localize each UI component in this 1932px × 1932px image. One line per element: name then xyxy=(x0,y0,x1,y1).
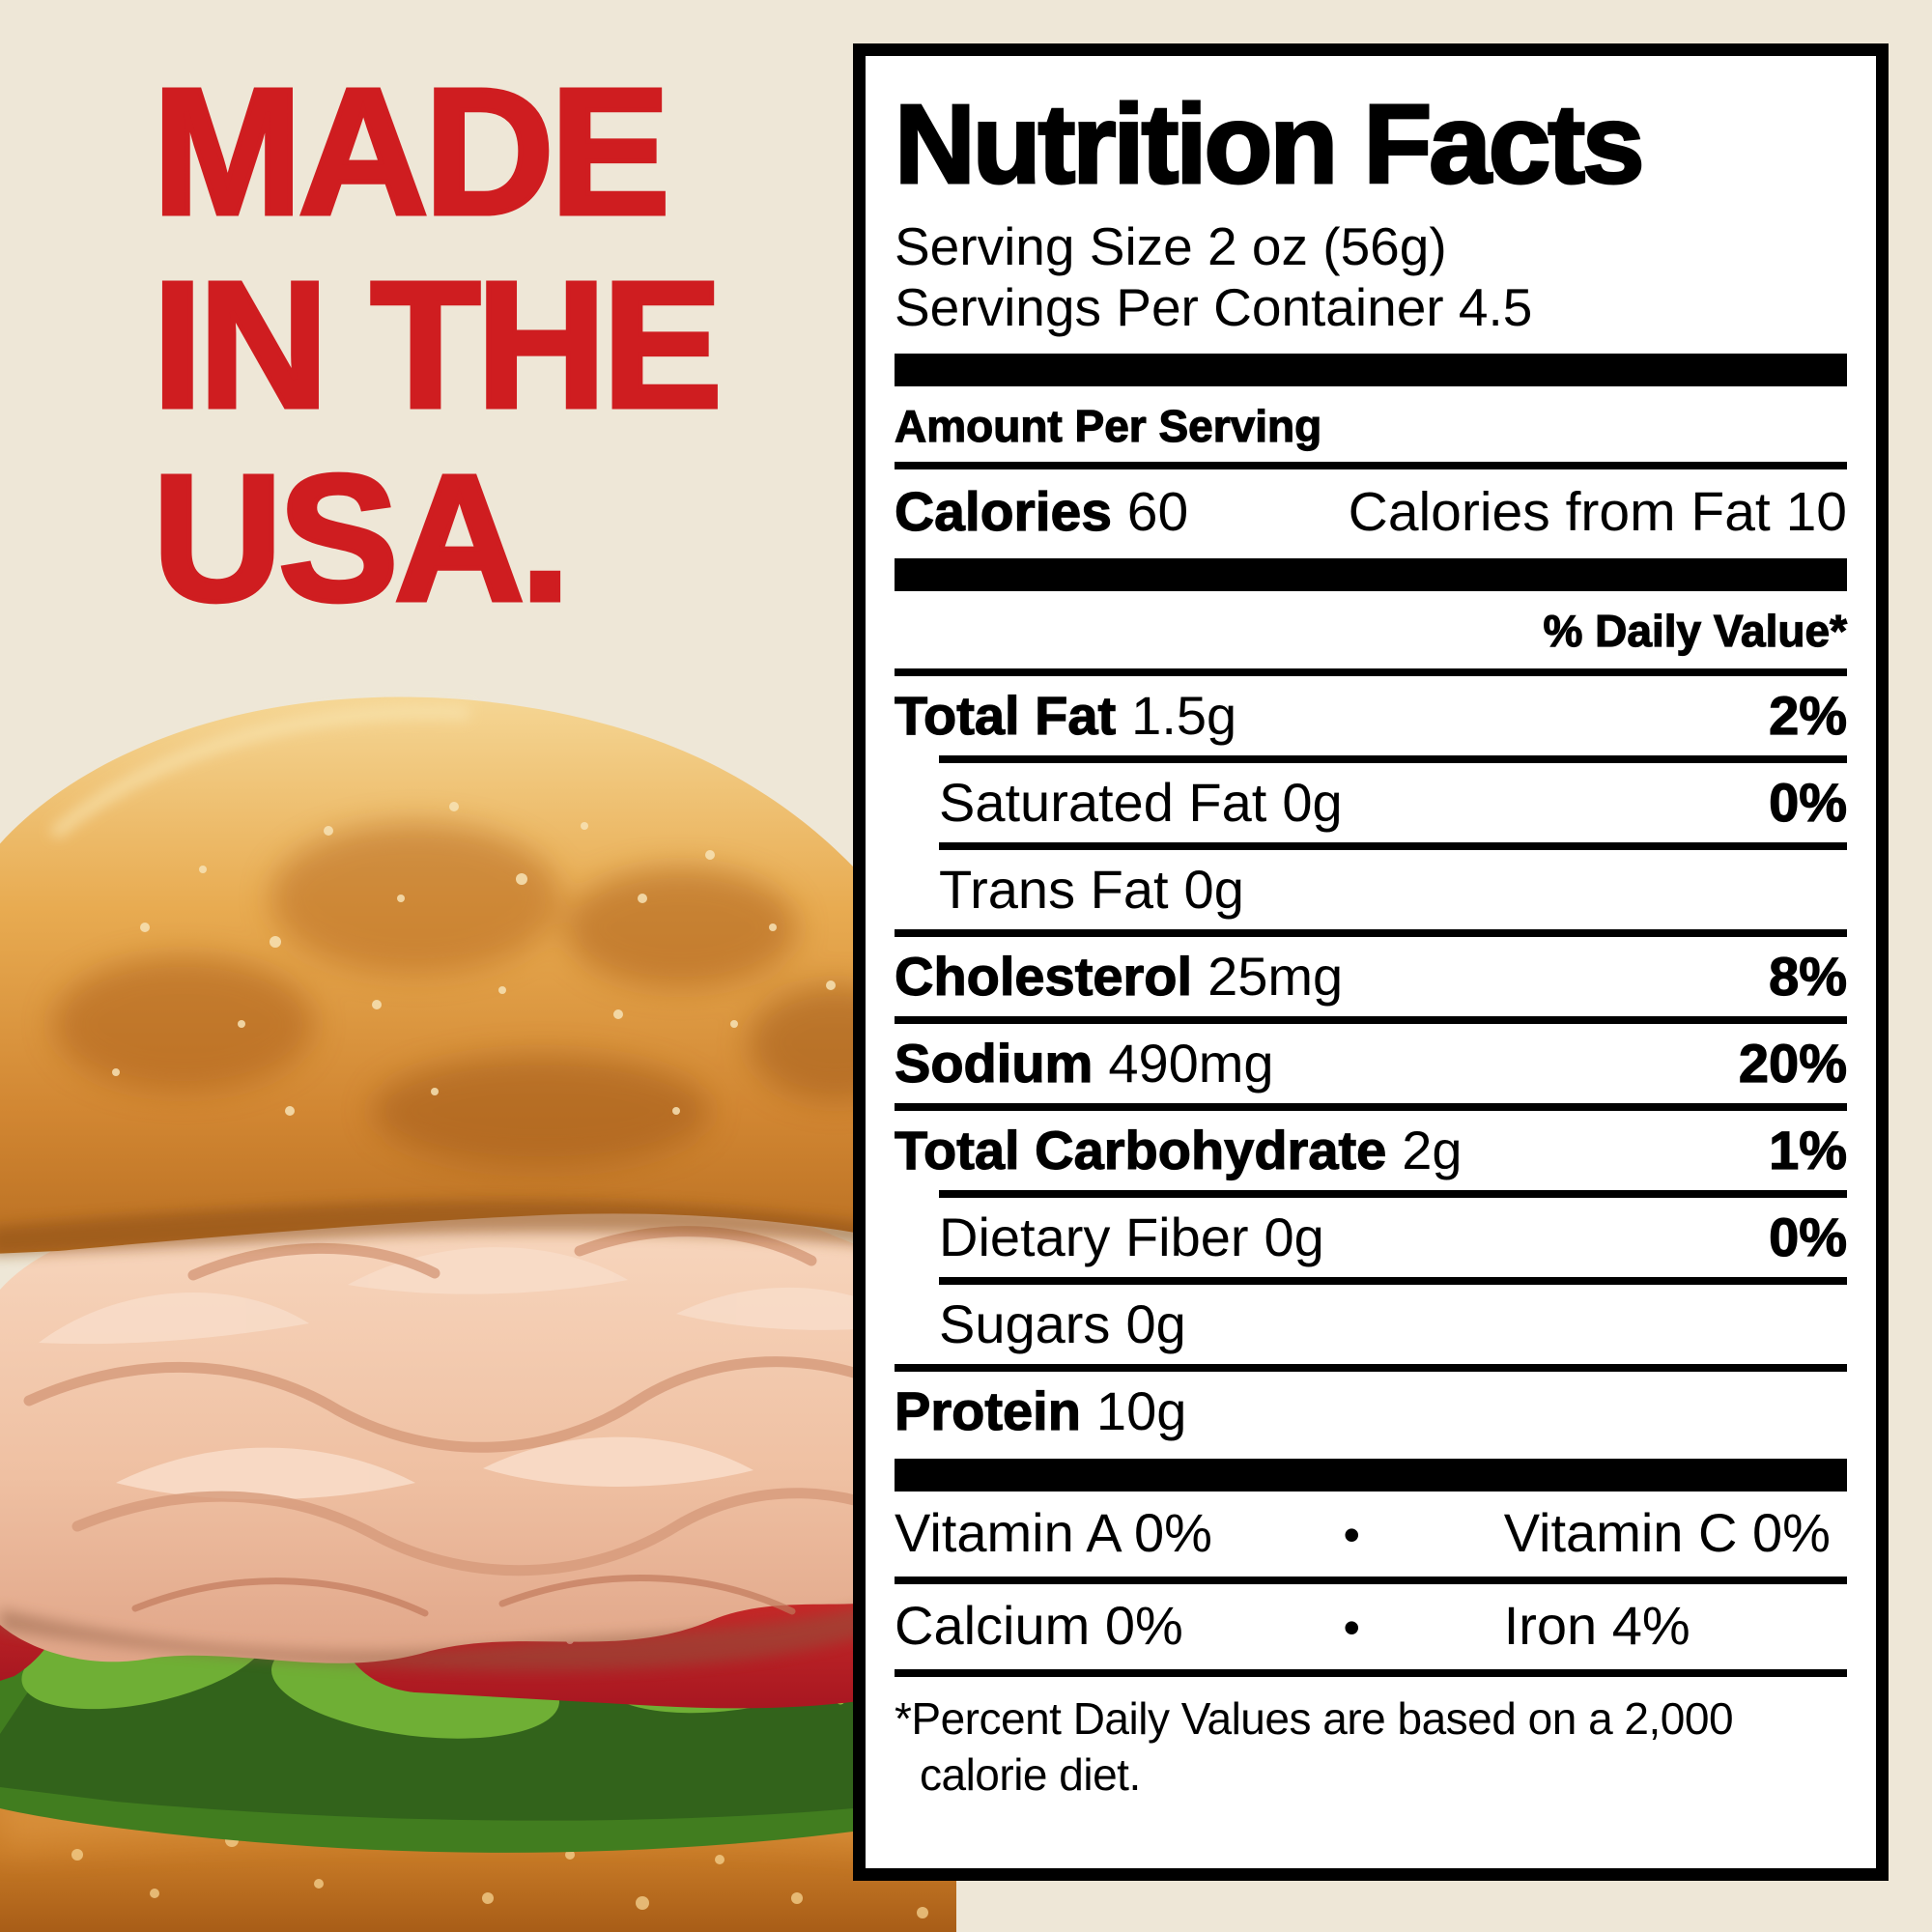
nutrient-row-saturated-fat: Saturated Fat 0g 0% xyxy=(939,755,1848,842)
calories-from-fat: Calories from Fat 10 xyxy=(1348,481,1847,543)
bullet-separator: • xyxy=(1343,1601,1361,1655)
vitamin-a: Vitamin A 0% xyxy=(895,1502,1212,1563)
nutrient-row-sodium: Sodium 490mg 20% xyxy=(894,1016,1848,1103)
daily-value-header: % Daily Value* xyxy=(1543,605,1848,656)
amount-per-serving: Amount Per Serving xyxy=(894,400,1322,451)
nutrient-name: Total Carbohydrate 2g xyxy=(894,1120,1463,1180)
calories-row: Calories 60 Calories from Fat 10 xyxy=(894,462,1847,558)
nutrient-row-trans-fat: Trans Fat 0g xyxy=(939,842,1847,929)
serving-size: Serving Size 2 oz (56g) xyxy=(895,216,1447,276)
nutrient-name: Protein 10g xyxy=(894,1380,1187,1441)
nutrient-row-total-carbohydrate: Total Carbohydrate 2g 1% xyxy=(894,1103,1848,1190)
nutrition-facts-panel: Nutrition Facts Serving Size 2 oz (56g) … xyxy=(853,43,1889,1881)
nutrient-dv: 0% xyxy=(1768,772,1847,833)
calcium: Calcium 0% xyxy=(895,1595,1183,1656)
nutrient-row-dietary-fiber: Dietary Fiber 0g 0% xyxy=(939,1190,1848,1277)
nutrient-row-cholesterol: Cholesterol 25mg 8% xyxy=(894,929,1848,1016)
headline-line-3: USA. xyxy=(151,439,573,639)
nutrient-row-total-fat: Total Fat 1.5g 2% xyxy=(894,668,1848,755)
sandwich-photo xyxy=(0,696,956,1932)
iron: Iron 4% xyxy=(1503,1595,1690,1656)
nutrient-dv: 2% xyxy=(1768,685,1847,746)
footnote-line-1: *Percent Daily Values are based on a 2,0… xyxy=(895,1693,1734,1744)
nutrient-row-protein: Protein 10g xyxy=(894,1364,1847,1451)
servings-per-container: Servings Per Container 4.5 xyxy=(895,277,1533,337)
divider-bar-thick xyxy=(895,354,1847,386)
deli-meat xyxy=(0,1196,956,1671)
calories-value: Calories 60 xyxy=(894,480,1189,543)
nutrient-name: Total Fat 1.5g xyxy=(894,685,1237,746)
nutrient-dv: 8% xyxy=(1768,946,1847,1007)
nutrient-dv: 0% xyxy=(1768,1207,1847,1267)
daily-value-footnote: *Percent Daily Values are based on a 2,0… xyxy=(895,1669,1847,1803)
nutrient-name: Sodium 490mg xyxy=(894,1033,1274,1094)
nutrient-dv: 1% xyxy=(1768,1120,1847,1180)
mineral-row: Calcium 0% • Iron 4% xyxy=(895,1577,1847,1669)
nutrient-name: Dietary Fiber 0g xyxy=(939,1207,1324,1267)
vitamin-row: Vitamin A 0% • Vitamin C 0% xyxy=(895,1492,1847,1577)
nutrient-row-sugars: Sugars 0g xyxy=(939,1277,1847,1364)
nutrient-dv: 20% xyxy=(1738,1033,1847,1094)
footnote-line-2: calorie diet. xyxy=(920,1749,1141,1800)
nutrient-name: Cholesterol 25mg xyxy=(894,946,1344,1007)
vitamin-c: Vitamin C 0% xyxy=(1503,1502,1831,1563)
headline-line-1: MADE xyxy=(151,52,673,252)
nutrient-name: Sugars 0g xyxy=(939,1293,1186,1354)
made-in-usa-headline: MADE IN THE USA. xyxy=(151,52,725,639)
divider-bar-thick xyxy=(895,1459,1847,1492)
nutrient-name: Trans Fat 0g xyxy=(939,859,1244,920)
headline-line-2: IN THE xyxy=(151,245,725,445)
divider-bar-thick xyxy=(895,558,1847,591)
nutrient-name: Saturated Fat 0g xyxy=(939,772,1343,833)
nutrition-facts-title: Nutrition Facts xyxy=(894,80,1646,209)
bread-top xyxy=(0,696,950,1256)
bullet-separator: • xyxy=(1343,1508,1361,1562)
